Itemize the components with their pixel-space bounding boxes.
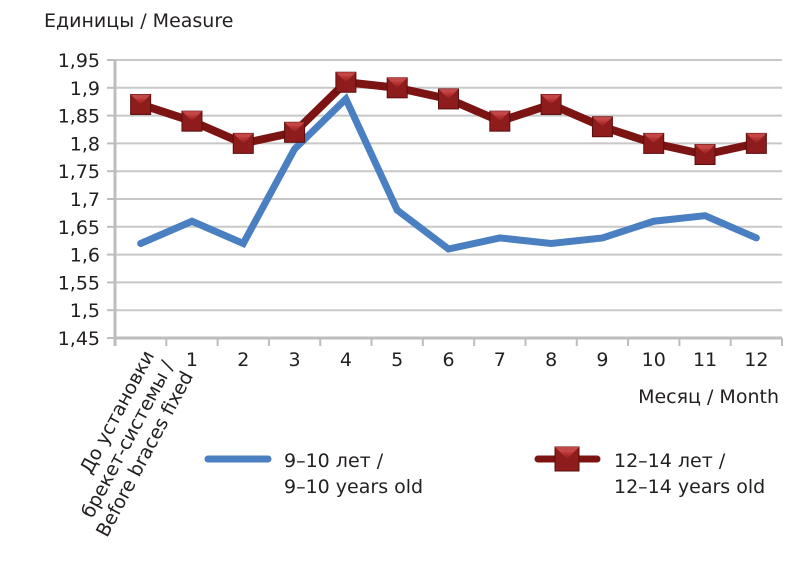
- y-axis-ticks: 1,45 1,5 1,55 1,6 1,65 1,7 1,75 1,8 1,85 1,9 1,95: [58, 50, 100, 350]
- marker-face: [185, 115, 198, 122]
- marker-face: [134, 98, 147, 105]
- data-point-marker: [130, 93, 152, 115]
- x-tick-label: 5: [391, 349, 403, 371]
- legend-marker-face: [560, 452, 574, 459]
- marker-face: [237, 137, 250, 144]
- marker-face: [442, 92, 455, 99]
- marker-bevel: [130, 94, 151, 99]
- data-point-marker: [591, 116, 613, 138]
- x-tick-label: 10: [642, 349, 666, 371]
- x-axis-ticks: До установкибрекет-системы /Before brace…: [53, 338, 783, 541]
- marker-bevel: [489, 111, 510, 116]
- marker-bevel: [284, 122, 305, 127]
- marker-bevel: [181, 111, 202, 116]
- marker-bevel: [233, 133, 254, 138]
- x-tick-label: 1: [186, 349, 198, 371]
- x-tick-label-baseline: До установкибрекет-системы /Before brace…: [53, 347, 198, 541]
- x-tick-label: 3: [289, 349, 301, 371]
- data-point-marker: [745, 132, 767, 154]
- x-tick-label: 12: [744, 349, 768, 371]
- axes: [113, 60, 782, 346]
- series-layer: [130, 71, 767, 253]
- legend-label-12-14: 12–14 лет /: [614, 450, 726, 472]
- y-tick-label: 1,8: [70, 133, 100, 155]
- marker-bevel: [695, 144, 716, 149]
- y-tick-label: 1,95: [58, 50, 100, 72]
- data-point-marker: [386, 77, 408, 99]
- marker-bevel: [335, 72, 356, 77]
- y-tick-label: 1,75: [58, 161, 100, 183]
- data-point-marker: [181, 110, 203, 132]
- legend-label-12-14: 12–14 years old: [614, 476, 765, 498]
- y-tick-label: 1,45: [58, 328, 100, 350]
- data-point-marker: [540, 93, 562, 115]
- data-point-marker: [489, 110, 511, 132]
- marker-bevel: [438, 88, 459, 93]
- marker-face: [545, 98, 558, 105]
- data-point-marker: [438, 88, 459, 110]
- marker-face: [750, 137, 763, 144]
- data-point-marker: [694, 144, 716, 166]
- data-point-marker: [284, 121, 306, 143]
- x-axis-title: Месяц / Month: [638, 386, 779, 408]
- legend-marker-bevel: [555, 447, 579, 452]
- marker-face: [391, 81, 404, 88]
- y-tick-label: 1,55: [58, 272, 100, 294]
- data-point-marker: [335, 71, 357, 93]
- marker-bevel: [592, 116, 613, 121]
- marker-bevel: [387, 77, 408, 82]
- legend-label-9-10: 9–10 лет /: [284, 450, 384, 472]
- series-line-9-10: [137, 92, 760, 253]
- x-tick-label: 2: [237, 349, 249, 371]
- y-tick-label: 1,6: [70, 245, 100, 267]
- marker-face: [288, 126, 301, 133]
- x-tick-label: 6: [442, 349, 454, 371]
- marker-bevel: [541, 94, 562, 99]
- x-tick-label: 4: [340, 349, 352, 371]
- data-point-marker: [232, 132, 254, 154]
- x-tick-label: 11: [693, 349, 717, 371]
- marker-face: [339, 76, 352, 83]
- y-tick-label: 1,65: [58, 217, 100, 239]
- y-tick-label: 1,85: [58, 106, 100, 128]
- marker-face: [596, 120, 609, 127]
- y-axis-title: Единицы / Measure: [44, 10, 233, 32]
- x-tick-label: 7: [494, 349, 506, 371]
- legend: 9–10 лет / 9–10 years old 12–14 лет / 12–14…: [204, 446, 765, 498]
- marker-bevel: [643, 133, 664, 138]
- marker-face: [493, 115, 506, 122]
- data-point-marker: [643, 132, 665, 154]
- x-tick-label: 9: [596, 349, 608, 371]
- marker-face: [647, 137, 660, 144]
- marker-bevel: [746, 133, 767, 138]
- x-tick-label: 8: [545, 349, 557, 371]
- y-tick-label: 1,7: [70, 189, 100, 211]
- legend-label-9-10: 9–10 years old: [284, 476, 423, 498]
- y-tick-label: 1,5: [70, 300, 100, 322]
- y-tick-label: 1,9: [70, 78, 100, 100]
- marker-face: [699, 148, 712, 155]
